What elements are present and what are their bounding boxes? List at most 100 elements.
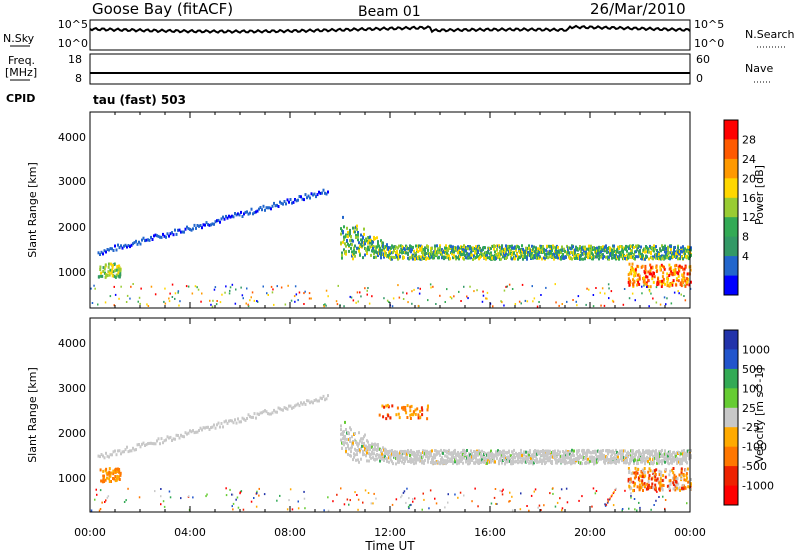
power-cell (147, 238, 149, 242)
velocity-cell (426, 408, 429, 412)
power-cell (381, 248, 383, 252)
velocity-cell (431, 449, 433, 453)
velocity-cell (99, 489, 102, 492)
velocity-cell (401, 460, 403, 464)
velocity-cell (111, 453, 113, 457)
power-cell (514, 303, 517, 305)
velocity-cell (291, 508, 294, 511)
power-cell (119, 273, 122, 276)
power-cell (586, 247, 588, 251)
velocity-cell (349, 499, 351, 502)
velocity-cell (395, 413, 398, 417)
velocity-cell (649, 457, 651, 461)
power-cell (441, 253, 443, 257)
velocity-cell (556, 452, 558, 456)
velocity-cell (172, 437, 175, 441)
velocity-cell (647, 459, 649, 463)
power-cell (153, 234, 155, 238)
power-cell (369, 235, 371, 239)
velocity-cell (543, 504, 545, 507)
power-cell (644, 257, 646, 261)
power-cell (353, 246, 355, 250)
power-cell (118, 264, 121, 268)
velocity-cell (474, 461, 476, 465)
power-cell (358, 249, 360, 253)
velocity-cell (447, 459, 449, 463)
cpid-label: CPID (6, 92, 35, 105)
velocity-cell (386, 457, 388, 461)
velocity-cell (96, 493, 98, 496)
freq-right-tick-top: 60 (696, 53, 710, 66)
power-cell (385, 245, 387, 249)
power-cell (643, 276, 645, 280)
power-cell (102, 252, 104, 256)
power-cell (583, 252, 585, 256)
velocity-cell (559, 458, 561, 462)
power-cell (266, 292, 268, 295)
power-cell (391, 257, 393, 261)
velocity-cell (636, 450, 638, 454)
velocity-cell (232, 508, 234, 511)
velocity-cell (664, 449, 666, 453)
power-cell (560, 251, 562, 255)
velocity-cell (655, 468, 658, 472)
velocity-cell (643, 467, 646, 470)
velocity-cell (605, 503, 608, 506)
power-cell (445, 244, 447, 248)
power-cell (368, 302, 371, 305)
freq-left-tick-top: 18 (68, 53, 82, 66)
velocity-cell (687, 452, 689, 456)
velocity-cell (315, 398, 317, 402)
power-cell (369, 241, 371, 245)
velocity-cell (279, 494, 281, 497)
power-cell (169, 292, 171, 295)
power-cell (237, 212, 239, 216)
power-cell (636, 264, 639, 268)
power-cell (653, 249, 655, 253)
velocity-cell (465, 450, 467, 454)
freq-panel-frame (89, 53, 691, 85)
power-cell (519, 256, 521, 259)
velocity-cell (664, 468, 667, 472)
power-cell (622, 248, 624, 252)
power-cell (466, 251, 468, 255)
velocity-cell (552, 492, 554, 495)
power-cell (608, 287, 610, 290)
power-cell (249, 211, 251, 215)
velocity-cell (385, 404, 388, 408)
power-cell (649, 263, 652, 267)
power-cell (527, 250, 529, 254)
velocity-cell (622, 452, 624, 456)
velocity-cell (471, 459, 473, 462)
power-cell (671, 283, 674, 287)
velocity-cell (351, 435, 353, 439)
power-cell (437, 247, 439, 251)
velocity-cell (609, 497, 611, 500)
velocity-cell (106, 454, 109, 458)
power-cell (552, 244, 554, 248)
velocity-cell (115, 453, 118, 457)
power-cell (390, 246, 392, 250)
velocity-cell (677, 482, 680, 486)
power-cell (171, 296, 174, 298)
power-cell (189, 227, 191, 231)
velocity-cell (627, 479, 630, 483)
power-cell (352, 257, 354, 261)
velocity-cell (163, 439, 166, 443)
power-cell (267, 294, 269, 296)
power-cell (458, 257, 460, 261)
velocity-cell (536, 457, 538, 461)
power-cell (97, 275, 100, 279)
noise-panel-frame (89, 19, 691, 51)
power-cell (476, 289, 478, 292)
velocity-cell (430, 451, 432, 455)
velocity-cell (504, 454, 506, 458)
power-cell (427, 248, 429, 252)
colorbar-segment (724, 197, 738, 218)
power-cell (116, 264, 119, 268)
power-cell (666, 297, 668, 300)
velocity-cell (263, 493, 266, 496)
colorbar-segment (724, 466, 738, 486)
power-cell (211, 305, 214, 308)
power-cell (124, 243, 127, 247)
